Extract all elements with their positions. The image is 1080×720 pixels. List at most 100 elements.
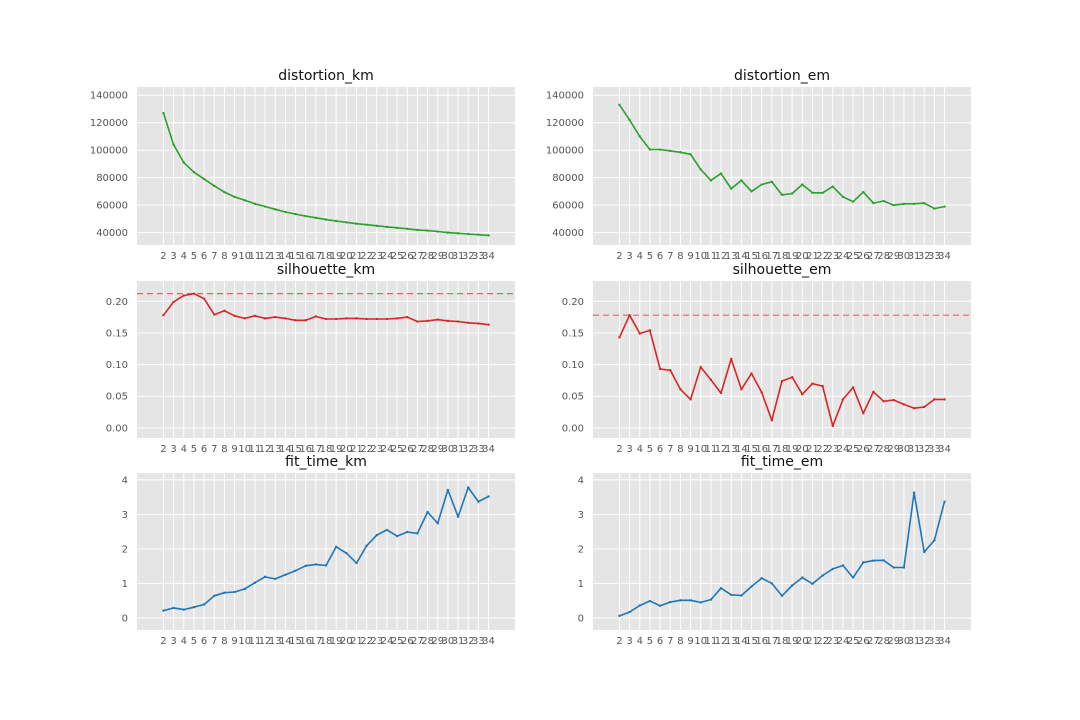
data-point [709, 598, 713, 601]
data-point [801, 183, 804, 186]
data-point [699, 601, 702, 604]
data-point [780, 193, 784, 197]
y-tick-label: 1 [578, 579, 584, 590]
data-point [719, 587, 723, 590]
data-point [811, 582, 814, 585]
data-point [943, 500, 946, 503]
data-point [801, 393, 804, 396]
data-point [192, 292, 196, 295]
chart-silhouette-em: 2 3 4 5 6 7 8 9 10111213141516171819202122232425… [562, 262, 971, 455]
chart-title: fit_time_km [285, 454, 367, 470]
x-tick-label: 18 [320, 251, 333, 262]
x-tick-label: 8 [221, 636, 227, 647]
data-point [172, 606, 175, 610]
x-tick-label: 34 [482, 251, 495, 262]
data-point [658, 148, 662, 151]
x-tick-label: 20 [796, 636, 809, 647]
data-point [375, 533, 378, 537]
x-tick-label: 2 [616, 636, 622, 647]
data-point [740, 594, 743, 597]
data-point [862, 561, 865, 564]
x-tick-label: 27 [411, 444, 424, 455]
x-tick-label: 19 [786, 444, 799, 455]
x-tick-label: 23 [370, 636, 383, 647]
data-point [172, 300, 175, 304]
data-point [355, 561, 358, 565]
data-point [770, 419, 774, 422]
x-tick-label: 4 [637, 251, 643, 262]
x-tick-label: 30 [898, 444, 911, 455]
x-tick-label: 14 [279, 251, 292, 262]
x-tick-label: 5 [647, 251, 653, 262]
data-point [243, 317, 246, 320]
y-tick-label: 140000 [90, 91, 128, 102]
data-point [446, 231, 450, 234]
y-tick-label: 2 [122, 544, 128, 555]
x-tick-label: 9 [231, 251, 237, 262]
x-tick-label: 17 [309, 636, 322, 647]
x-tick-label: 10 [238, 444, 251, 455]
y-tick-label: 0 [122, 613, 128, 624]
data-point [638, 135, 641, 138]
x-tick-label: 9 [687, 251, 693, 262]
data-point [831, 424, 834, 428]
data-point [406, 530, 409, 534]
data-point [294, 569, 297, 572]
x-tick-label: 6 [201, 444, 207, 455]
data-point [912, 407, 916, 410]
x-tick-label: 23 [826, 251, 839, 262]
x-tick-label: 20 [340, 636, 353, 647]
data-point [669, 369, 672, 372]
y-tick-label: 3 [122, 510, 128, 521]
x-tick-label: 23 [370, 251, 383, 262]
y-tick-label: 140000 [546, 91, 584, 102]
data-point [467, 321, 470, 324]
data-point [233, 590, 236, 594]
x-tick-label: 14 [735, 251, 748, 262]
x-tick-label: 16 [299, 251, 312, 262]
data-point [811, 382, 814, 385]
data-point [263, 575, 267, 579]
x-tick-label: 17 [309, 444, 322, 455]
x-tick-label: 5 [647, 636, 653, 647]
x-tick-label: 18 [776, 444, 789, 455]
data-point [436, 318, 439, 321]
data-point [923, 201, 926, 205]
x-tick-label: 20 [340, 251, 353, 262]
x-tick-label: 15 [289, 251, 302, 262]
data-point [658, 367, 662, 371]
x-tick-label: 26 [401, 444, 414, 455]
chart-title: silhouette_em [733, 262, 832, 278]
data-point [679, 388, 682, 391]
x-tick-label: 26 [401, 251, 414, 262]
x-tick-label: 14 [735, 636, 748, 647]
y-tick-label: 0.05 [562, 392, 584, 403]
x-tick-label: 24 [381, 251, 394, 262]
x-tick-label: 20 [796, 251, 809, 262]
y-tick-label: 0.15 [562, 328, 584, 339]
y-tick-label: 40000 [96, 228, 128, 239]
x-tick-label: 32 [462, 636, 475, 647]
x-tick-label: 10 [694, 636, 707, 647]
x-tick-label: 15 [745, 251, 758, 262]
x-tick-label: 6 [657, 444, 663, 455]
data-point [426, 229, 429, 232]
data-point [923, 405, 926, 409]
data-point [365, 544, 368, 548]
data-point [406, 227, 409, 230]
data-point [811, 191, 814, 194]
x-tick-label: 13 [725, 444, 738, 455]
x-tick-label: 34 [938, 251, 951, 262]
data-point [851, 576, 855, 579]
data-point [862, 412, 865, 415]
data-point [395, 317, 399, 320]
data-point [202, 603, 206, 606]
data-point [314, 563, 318, 566]
data-point [679, 599, 682, 602]
data-point [933, 398, 936, 401]
data-point [933, 539, 936, 542]
x-tick-label: 11 [249, 444, 262, 455]
x-tick-label: 31 [452, 636, 465, 647]
x-tick-label: 24 [381, 636, 394, 647]
data-point [801, 576, 804, 579]
